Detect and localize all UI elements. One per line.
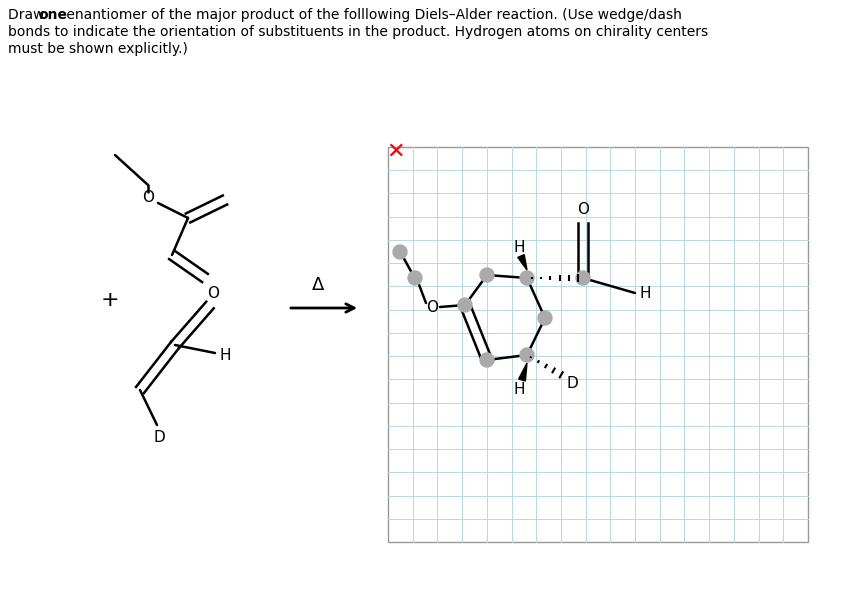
Text: O: O [207, 285, 219, 300]
Text: H: H [219, 347, 231, 362]
Text: H: H [639, 285, 650, 300]
Text: one: one [38, 8, 67, 22]
Polygon shape [519, 363, 527, 381]
Circle shape [480, 353, 494, 367]
Text: O: O [426, 300, 438, 315]
Circle shape [480, 268, 494, 282]
Circle shape [520, 271, 534, 285]
Text: bonds to indicate the orientation of substituents in the product. Hydrogen atoms: bonds to indicate the orientation of sub… [8, 25, 708, 39]
Circle shape [576, 271, 590, 285]
Circle shape [408, 271, 422, 285]
Circle shape [458, 298, 472, 312]
Text: D: D [153, 429, 165, 445]
Text: H: H [514, 241, 525, 256]
Text: ✕: ✕ [386, 142, 405, 162]
Text: Δ: Δ [312, 276, 324, 294]
Text: enantiomer of the major product of the folllowing Diels–Alder reaction. (Use wed: enantiomer of the major product of the f… [62, 8, 682, 22]
Text: must be shown explicitly.): must be shown explicitly.) [8, 42, 188, 56]
Polygon shape [518, 255, 527, 270]
Text: O: O [142, 189, 154, 205]
Text: +: + [101, 290, 120, 310]
Text: Draw: Draw [8, 8, 49, 22]
Circle shape [538, 311, 552, 325]
Bar [388, 147, 808, 542]
Text: H: H [514, 383, 525, 398]
Text: D: D [566, 376, 578, 390]
Circle shape [393, 245, 407, 259]
Circle shape [520, 348, 534, 362]
Text: O: O [577, 202, 589, 217]
